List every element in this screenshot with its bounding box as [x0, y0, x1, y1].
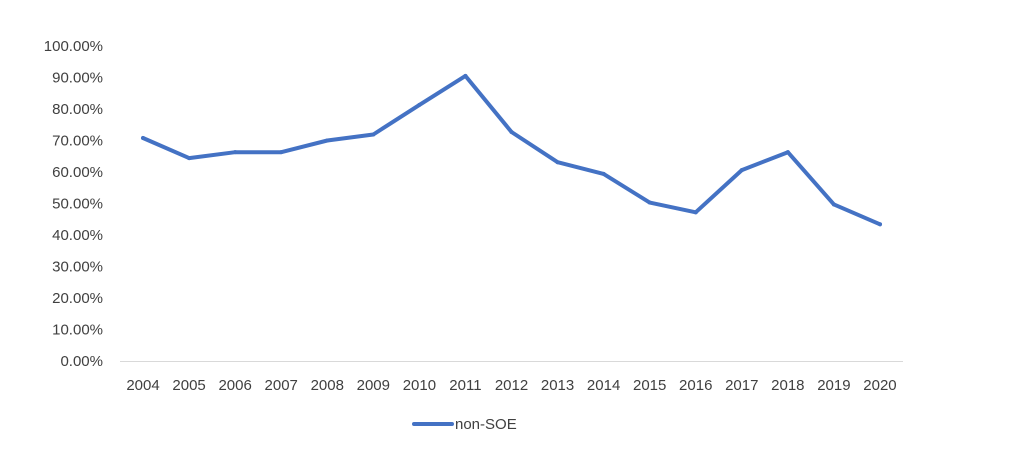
data-point: [463, 73, 468, 78]
x-tick-label: 2012: [495, 377, 528, 394]
x-tick-label: 2007: [265, 377, 298, 394]
x-tick-label: 2009: [357, 377, 390, 394]
x-tick-label: 2013: [541, 377, 574, 394]
x-tick-label: 2011: [449, 377, 481, 394]
x-tick-label: 2016: [679, 377, 712, 394]
legend-label: non-SOE: [455, 416, 517, 433]
data-point: [601, 171, 606, 176]
legend: non-SOE: [412, 416, 517, 433]
y-tick-label: 40.00%: [52, 227, 103, 244]
x-tick-label: 2015: [633, 377, 666, 394]
data-point: [417, 102, 422, 107]
x-tick-label: 2006: [218, 377, 251, 394]
data-point: [279, 150, 284, 155]
x-tick-label: 2019: [817, 377, 850, 394]
x-tick-label: 2004: [126, 377, 159, 394]
y-tick-label: 0.00%: [60, 353, 103, 370]
data-point: [693, 210, 698, 215]
x-tick-label: 2010: [403, 377, 436, 394]
x-tick-label: 2008: [311, 377, 344, 394]
data-point: [141, 135, 146, 140]
data-point: [877, 222, 882, 227]
x-tick-label: 2014: [587, 377, 620, 394]
x-tick-label: 2017: [725, 377, 758, 394]
y-axis: 100.00% 90.00% 80.00% 70.00% 60.00% 50.00% 40.…: [44, 38, 103, 370]
y-tick-label: 60.00%: [52, 164, 103, 181]
y-tick-label: 30.00%: [52, 259, 103, 276]
data-point: [555, 160, 560, 165]
y-tick-label: 20.00%: [52, 290, 103, 307]
x-axis: 2004 2005 2006 2007 2008 2009 2010 2011 2012 2013…: [120, 361, 903, 394]
data-point: [739, 168, 744, 173]
data-point: [647, 200, 652, 205]
series-line: [141, 73, 882, 227]
x-tick-label: 2018: [771, 377, 804, 394]
data-point: [233, 150, 238, 155]
plot-area: [141, 73, 882, 227]
data-point: [785, 150, 790, 155]
y-tick-label: 70.00%: [52, 133, 103, 150]
data-point: [509, 129, 514, 134]
y-tick-label: 90.00%: [52, 70, 103, 87]
y-tick-label: 100.00%: [44, 38, 103, 55]
y-tick-label: 80.00%: [52, 101, 103, 118]
data-point: [325, 138, 330, 143]
x-tick-label: 2005: [172, 377, 205, 394]
x-tick-label: 2020: [863, 377, 896, 394]
data-point: [371, 132, 376, 137]
y-tick-label: 10.00%: [52, 322, 103, 339]
y-tick-label: 50.00%: [52, 196, 103, 213]
data-point: [831, 202, 836, 207]
data-point: [187, 156, 192, 161]
